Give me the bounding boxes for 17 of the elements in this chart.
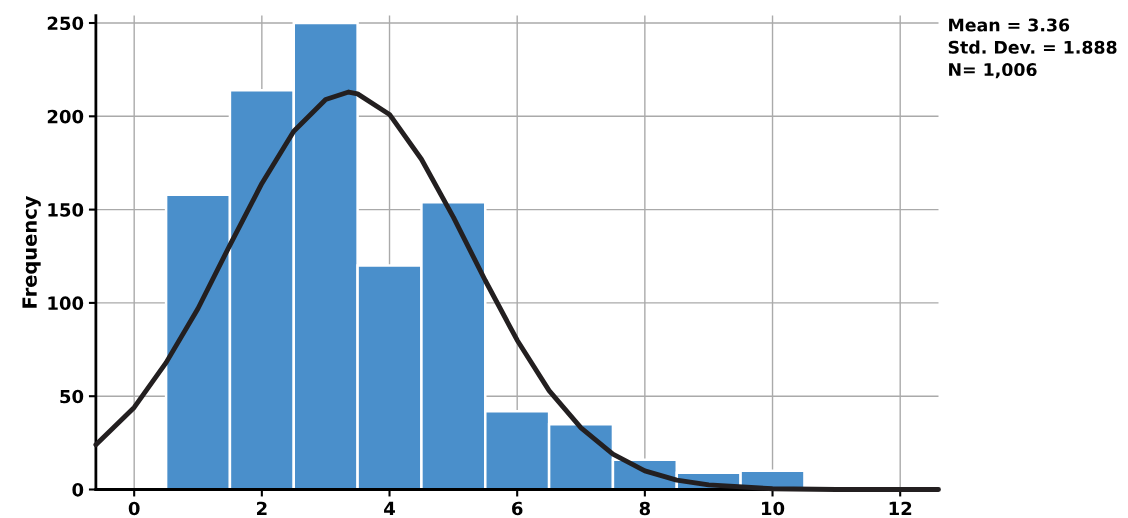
y-tick-label: 100	[48, 296, 84, 311]
x-tick-label: 8	[639, 501, 651, 516]
y-axis-title: Frequency	[22, 195, 41, 308]
y-tick-label: 0	[72, 482, 84, 497]
text: Std. Dev. = 1.888	[948, 40, 1117, 54]
y-tick-label: 250	[47, 16, 84, 31]
x-tick-label: 6	[512, 501, 523, 516]
y-tick-label: 150	[48, 203, 84, 217]
x-tick-label: 4	[384, 501, 395, 516]
x-tick-label: 10	[762, 501, 785, 516]
text: Mean = 3.36	[949, 18, 1070, 32]
x-tick-label: 0	[128, 501, 140, 516]
y-tick-label: 200	[47, 109, 84, 124]
text: N= 1,006	[949, 62, 1037, 79]
x-tick-label: 2	[257, 501, 267, 516]
x-tick-label: 12	[889, 501, 912, 516]
y-tick-label: 50	[60, 389, 84, 404]
